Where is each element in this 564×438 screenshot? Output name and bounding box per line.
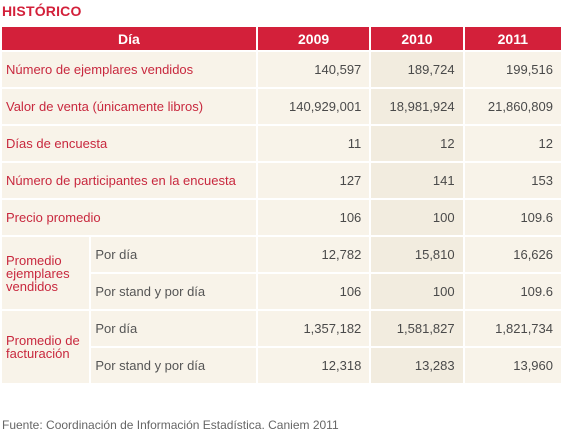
cell-value: 199,516 [464,52,561,87]
cell-value: 141 [371,163,463,198]
table-row: Precio promedio 106 100 109.6 [2,200,561,235]
cell-value: 100 [371,274,463,309]
subrow-label: Por día [91,311,256,346]
cell-value: 13,960 [464,348,561,383]
table-row: Días de encuesta 11 12 12 [2,126,561,161]
cell-value: 109.6 [464,274,561,309]
cell-value: 189,724 [371,52,463,87]
header-year-2010: 2010 [371,27,463,50]
cell-value: 12 [371,126,463,161]
cell-value: 12,318 [257,348,370,383]
cell-value: 21,860,809 [464,89,561,124]
cell-value: 13,283 [371,348,463,383]
subrow-label: Por día [91,237,256,272]
header-year-2009: 2009 [257,27,370,50]
table-row: Valor de venta (únicamente libros) 140,9… [2,89,561,124]
table-title: HISTÓRICO [2,3,82,19]
historico-table: Día 2009 2010 2011 Número de ejemplares … [0,25,563,385]
header-day: Día [2,27,256,50]
row-label: Precio promedio [2,200,256,235]
group-label: Promedio ejemplares vendidos [2,237,90,309]
cell-value: 106 [257,274,370,309]
cell-value: 12 [464,126,561,161]
cell-value: 127 [257,163,370,198]
source-note: Fuente: Coordinación de Información Esta… [2,418,339,432]
cell-value: 100 [371,200,463,235]
table-row: Promedio de facturación Por día 1,357,18… [2,311,561,383]
cell-value: 140,597 [257,52,370,87]
cell-value: 1,357,182 [257,311,370,346]
table-row: Número de participantes en la encuesta 1… [2,163,561,198]
group-label: Promedio de facturación [2,311,90,383]
cell-value: 1,821,734 [464,311,561,346]
row-label: Días de encuesta [2,126,256,161]
table-row: Por stand y por día 12,318 13,283 13,960 [2,348,561,383]
cell-value: 18,981,924 [371,89,463,124]
row-label: Número de ejemplares vendidos [2,52,256,87]
table-row: Por stand y por día 106 100 109.6 [2,274,561,309]
row-label: Número de participantes en la encuesta [2,163,256,198]
cell-value: 153 [464,163,561,198]
cell-value: 1,581,827 [371,311,463,346]
cell-value: 106 [257,200,370,235]
header-row: Día 2009 2010 2011 [2,27,561,50]
cell-value: 140,929,001 [257,89,370,124]
table-row: Promedio ejemplares vendidos Por día 12,… [2,237,561,309]
table-row: Número de ejemplares vendidos 140,597 18… [2,52,561,87]
header-year-2011: 2011 [464,27,561,50]
cell-value: 12,782 [257,237,370,272]
cell-value: 11 [257,126,370,161]
subrow-label: Por stand y por día [91,274,256,309]
cell-value: 109.6 [464,200,561,235]
cell-value: 16,626 [464,237,561,272]
subrow-label: Por stand y por día [91,348,256,383]
cell-value: 15,810 [371,237,463,272]
row-label: Valor de venta (únicamente libros) [2,89,256,124]
